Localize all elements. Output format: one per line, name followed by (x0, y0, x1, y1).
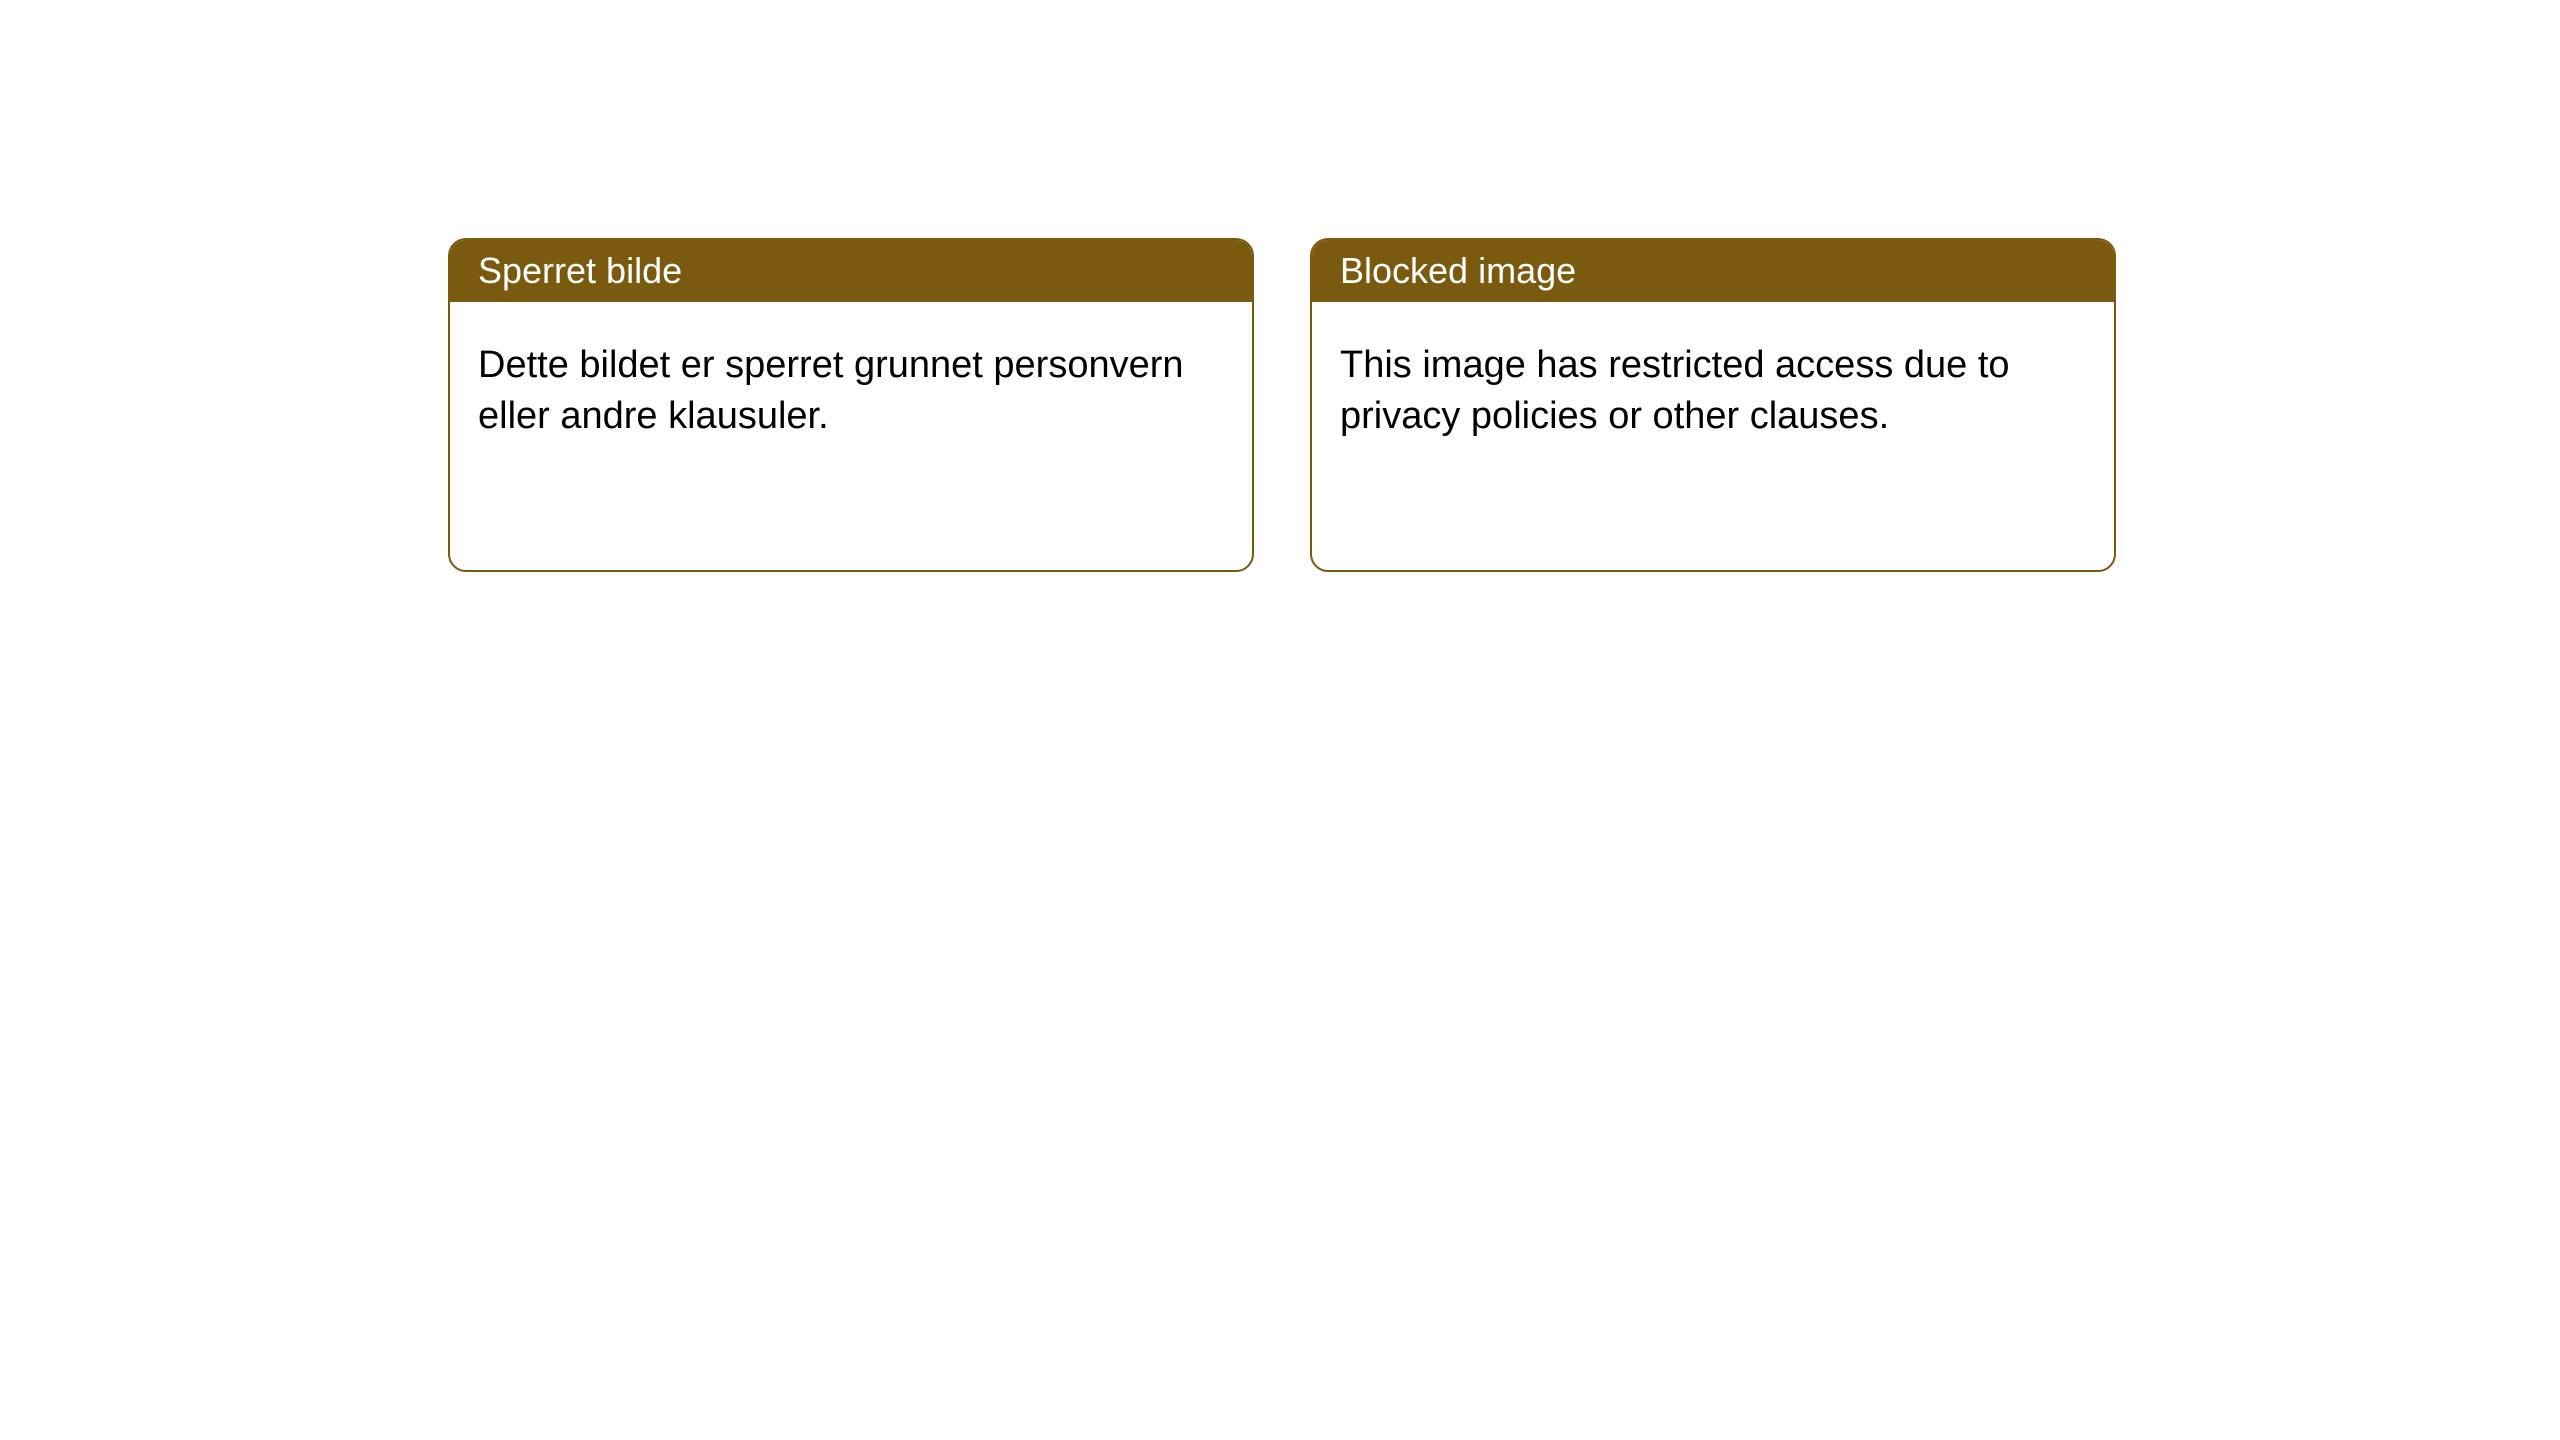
blocked-image-card-en: Blocked image This image has restricted … (1310, 238, 2116, 572)
card-body-en: This image has restricted access due to … (1312, 302, 2114, 481)
card-title-en: Blocked image (1340, 250, 1576, 292)
cards-container: Sperret bilde Dette bildet er sperret gr… (0, 0, 2560, 572)
card-header-no: Sperret bilde (450, 240, 1252, 302)
blocked-image-card-no: Sperret bilde Dette bildet er sperret gr… (448, 238, 1254, 572)
card-body-no: Dette bildet er sperret grunnet personve… (450, 302, 1252, 481)
card-title-no: Sperret bilde (478, 250, 682, 292)
card-header-en: Blocked image (1312, 240, 2114, 302)
card-message-en: This image has restricted access due to … (1340, 344, 2010, 437)
card-message-no: Dette bildet er sperret grunnet personve… (478, 344, 1184, 437)
